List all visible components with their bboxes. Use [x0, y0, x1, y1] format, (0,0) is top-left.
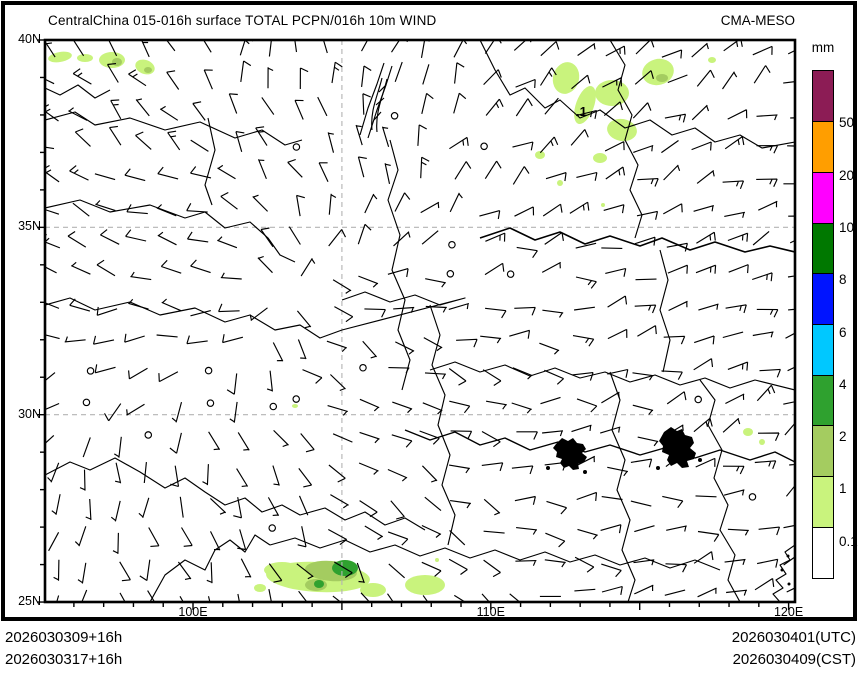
colorbar-unit: mm	[811, 40, 835, 55]
colorbar-tick-label: 20	[839, 167, 855, 183]
axis-ticks	[37, 39, 790, 610]
lat-label: 25N	[18, 594, 41, 609]
colorbar-tick-label: 50	[839, 115, 855, 131]
colorbar-tick-label: 10	[839, 219, 855, 235]
contour-label: .1	[576, 104, 587, 119]
colorbar-tick-label: 6	[839, 324, 847, 340]
colorbar-cell	[812, 70, 834, 123]
colorbar-cell	[812, 222, 834, 275]
colorbar-cell	[812, 425, 834, 478]
colorbar-cell	[812, 273, 834, 326]
province-boundaries	[46, 41, 794, 601]
colorbar-cell	[812, 526, 834, 580]
lat-label: 30N	[18, 406, 41, 421]
lon-label: 110E	[476, 605, 505, 619]
lat-label: 40N	[18, 32, 41, 46]
colorbar-tick-label: 0.1	[839, 533, 858, 549]
lon-label: 100E	[178, 605, 208, 619]
colorbar-cell	[812, 121, 834, 174]
valid-time-utc: 2026030401(UTC)	[731, 629, 856, 646]
colorbar	[812, 70, 834, 580]
outer-frame	[1, 1, 857, 621]
colorbar-cell	[812, 323, 834, 377]
colorbar-tick-label: 1	[839, 481, 847, 497]
colorbar-tick-label: 2	[839, 429, 847, 445]
plot-border	[43, 38, 797, 604]
colorbar-tick-label: 8	[839, 272, 847, 288]
chart-title: CentralChina 015-016h surface TOTAL PCPN…	[48, 13, 437, 28]
wind-barb-layer	[46, 41, 794, 601]
model-name: CMA-MESO	[720, 13, 795, 28]
lat-label: 35N	[18, 219, 41, 234]
lon-label: 120E	[773, 605, 804, 619]
init-time-utc: 2026030309+16h	[5, 629, 123, 646]
precipitation-layer	[48, 51, 765, 597]
colorbar-cell	[812, 374, 834, 427]
lakes	[546, 427, 791, 586]
valid-time-cst: 2026030409(CST)	[732, 651, 856, 668]
graticule-dashed	[46, 41, 794, 601]
init-time-cst: 2026030317+16h	[5, 651, 123, 668]
colorbar-tick-label: 4	[839, 376, 847, 392]
colorbar-cell	[812, 476, 834, 529]
colorbar-cell	[812, 171, 834, 225]
